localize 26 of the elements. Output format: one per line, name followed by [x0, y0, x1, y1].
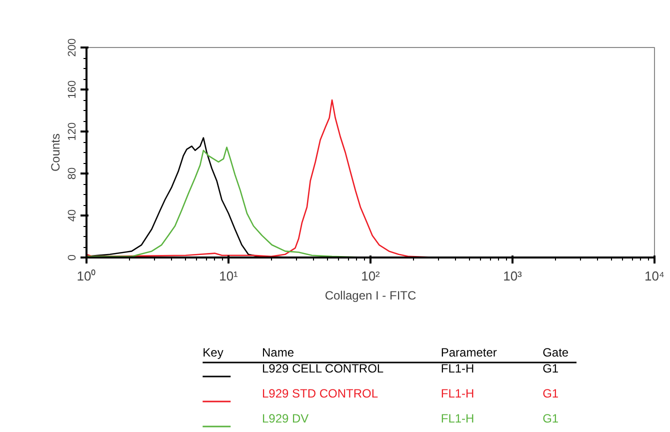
text: Parameter	[440, 346, 497, 360]
x-tick-label: 10⁴	[644, 268, 665, 284]
y-tick-label: 80	[66, 167, 78, 180]
text: G1	[542, 412, 559, 426]
text: G1	[542, 362, 559, 376]
y-tick-label: 40	[66, 209, 78, 222]
text: FL1-H	[440, 386, 474, 400]
legend-title: Key	[202, 346, 224, 360]
text: Name	[262, 346, 294, 360]
y-tick-label: 160	[66, 80, 78, 99]
x-tick-label: 10⁰	[76, 268, 96, 284]
text: FL1-H	[440, 412, 474, 426]
x-axis-title: Collagen I - FITC	[324, 288, 417, 302]
x-tick-label: 10¹	[219, 268, 239, 284]
y-tick-label: 0	[66, 254, 78, 261]
text: L929 DV	[262, 412, 309, 426]
y-tick-label: 200	[66, 38, 78, 57]
text: L929 CELL CONTROL	[262, 362, 384, 376]
x-tick-label: 10³	[503, 268, 523, 284]
text: FL1-H	[440, 362, 474, 376]
y-axis-title: Counts	[48, 133, 62, 172]
text: Gate	[542, 346, 569, 360]
y-tick-label: 120	[66, 122, 78, 141]
x-tick-label: 10²	[361, 268, 381, 284]
text: L929 STD CONTROL	[262, 386, 378, 400]
text: G1	[542, 386, 559, 400]
